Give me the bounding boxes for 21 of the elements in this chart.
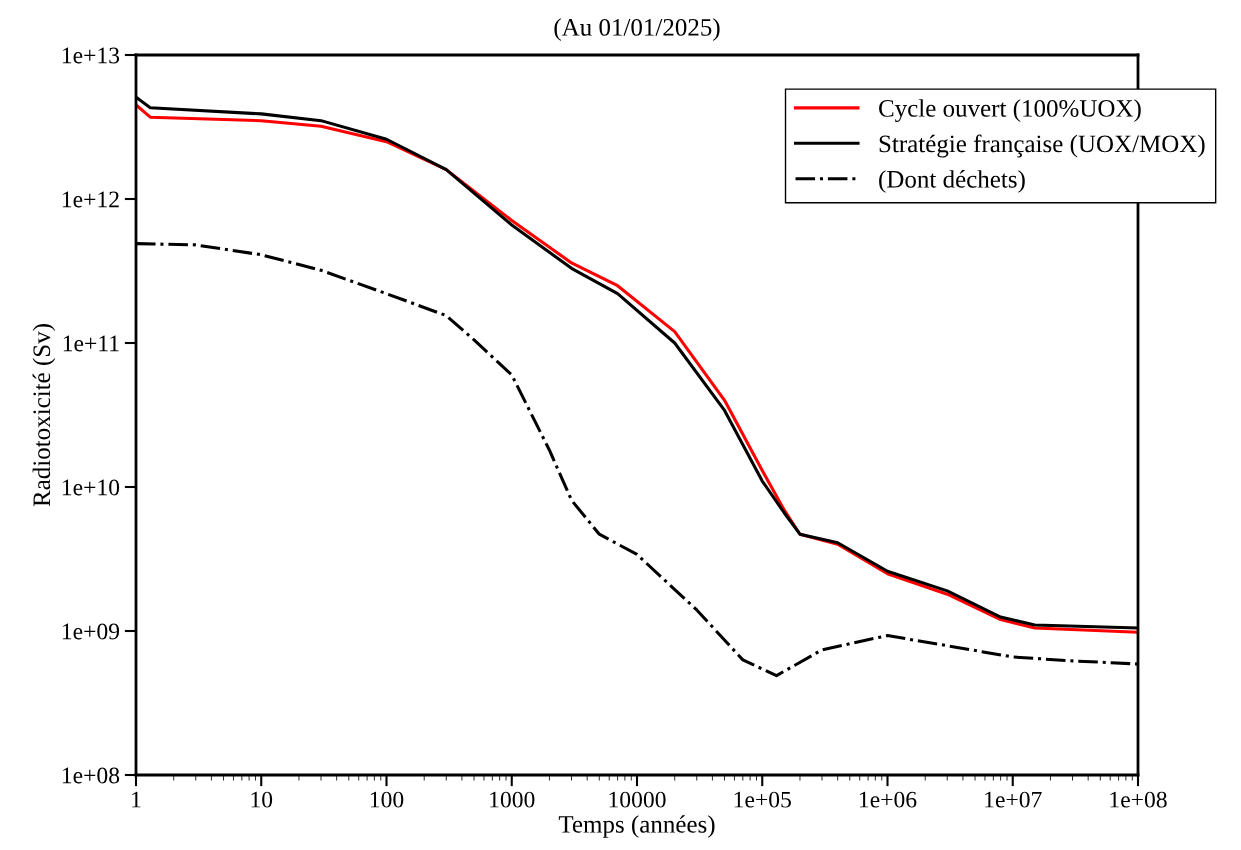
x-tick-label: 1e+08 [1110,791,1167,808]
y-tick-label: 1e+08 [62,767,120,784]
chart-title: (Au 01/01/2025) [554,18,720,41]
legend-label: (Dont déchets) [879,170,1025,193]
x-tick-label: 1e+06 [859,791,917,808]
y-axis-title: Radiotoxicité (Sv) [32,324,56,507]
x-tick-label: 100 [370,791,404,808]
x-tick-label: 1e+07 [985,791,1042,808]
y-tick-label: 1e+09 [62,623,120,640]
y-tick-label: 1e+13 [62,47,120,64]
x-tick-label: 1e+05 [734,791,791,808]
y-tick-label: 1e+12 [62,191,119,208]
x-tick-label: 1000 [490,791,535,808]
y-tick-label: 1e+10 [62,479,120,496]
x-tick-label: 10000 [609,791,666,808]
x-tick-label: 1 [132,791,141,808]
x-axis-title: Temps (années) [558,815,715,838]
y-tick-label: 1e+11 [63,335,119,352]
x-tick-label: 10 [251,791,273,808]
legend-label: Cycle ouvert (100%UOX) [879,99,1141,122]
legend-label: Stratégie française (UOX/MOX) [879,134,1205,158]
